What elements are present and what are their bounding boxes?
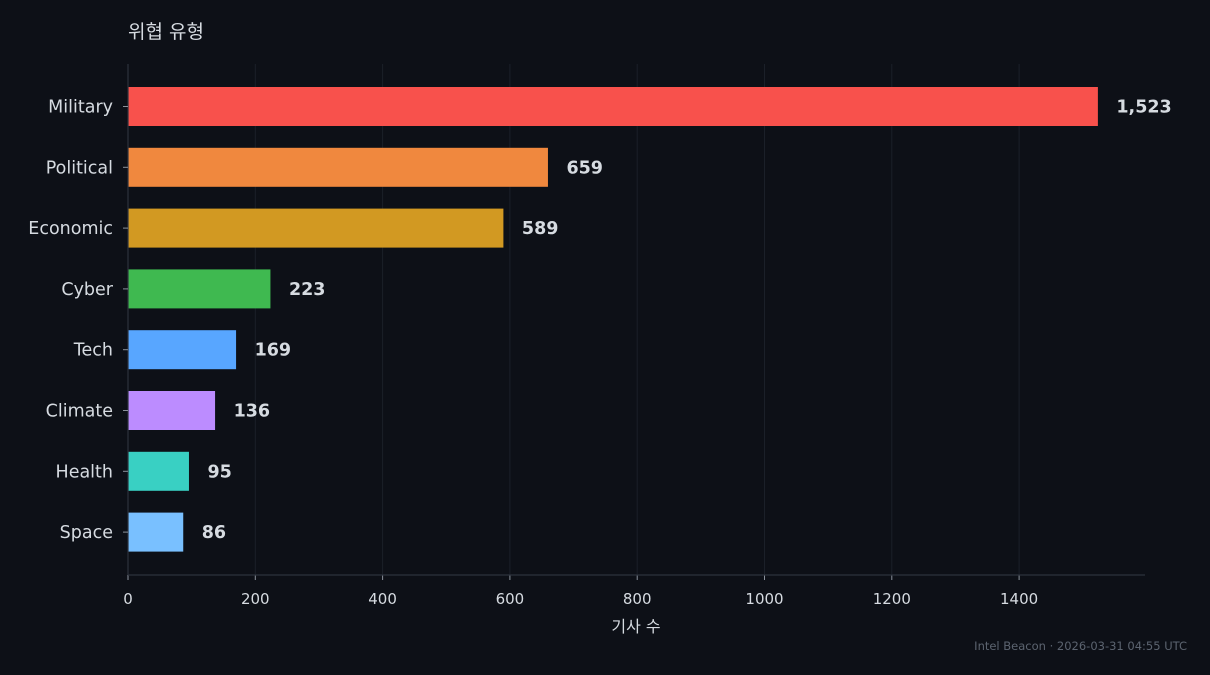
bar-economic (128, 208, 504, 248)
y-tick-label: Political (46, 158, 113, 178)
data-label: 95 (207, 462, 231, 482)
y-tick-label: Cyber (61, 280, 113, 300)
bars: 1,523 659 589 223 169 136 95 86 (128, 87, 1172, 552)
x-tick-label: 600 (496, 590, 525, 608)
y-tick-label: Climate (46, 402, 113, 422)
y-tick-label: Military (48, 98, 113, 118)
x-axis-label: 기사 수 (611, 617, 660, 636)
data-label: 86 (202, 523, 226, 543)
bar-space (128, 512, 184, 552)
y-tick-label: Space (60, 523, 113, 543)
x-tick-label: 1400 (1000, 590, 1038, 608)
grid-lines (254, 64, 1020, 575)
axes: 0 200 400 600 800 1000 1200 1400 Military Politic… (28, 64, 1145, 608)
data-label: 169 (255, 341, 292, 361)
bar-political (128, 147, 548, 187)
bar-cyber (128, 269, 271, 309)
x-tick-label: 1000 (745, 590, 783, 608)
data-label: 1,523 (1116, 98, 1171, 118)
chart-title: 위협 유형 (128, 21, 204, 43)
x-tick-label: 400 (368, 590, 397, 608)
data-label: 659 (566, 158, 603, 178)
data-label: 589 (522, 219, 559, 239)
x-tick-label: 1200 (873, 590, 911, 608)
data-label: 136 (234, 402, 271, 422)
x-tick-label: 200 (241, 590, 270, 608)
y-tick-label: Health (56, 462, 113, 482)
footer-credit: Intel Beacon · 2026-03-31 04:55 UTC (974, 639, 1187, 653)
x-tick-label: 800 (623, 590, 652, 608)
bar-climate (128, 391, 216, 430)
data-label: 223 (289, 280, 326, 300)
bar-military (128, 87, 1098, 126)
y-tick-label: Tech (73, 341, 113, 361)
bar-tech (128, 330, 237, 370)
bar-health (128, 451, 189, 491)
y-tick-label: Economic (28, 219, 113, 239)
x-tick-label: 0 (123, 590, 133, 608)
